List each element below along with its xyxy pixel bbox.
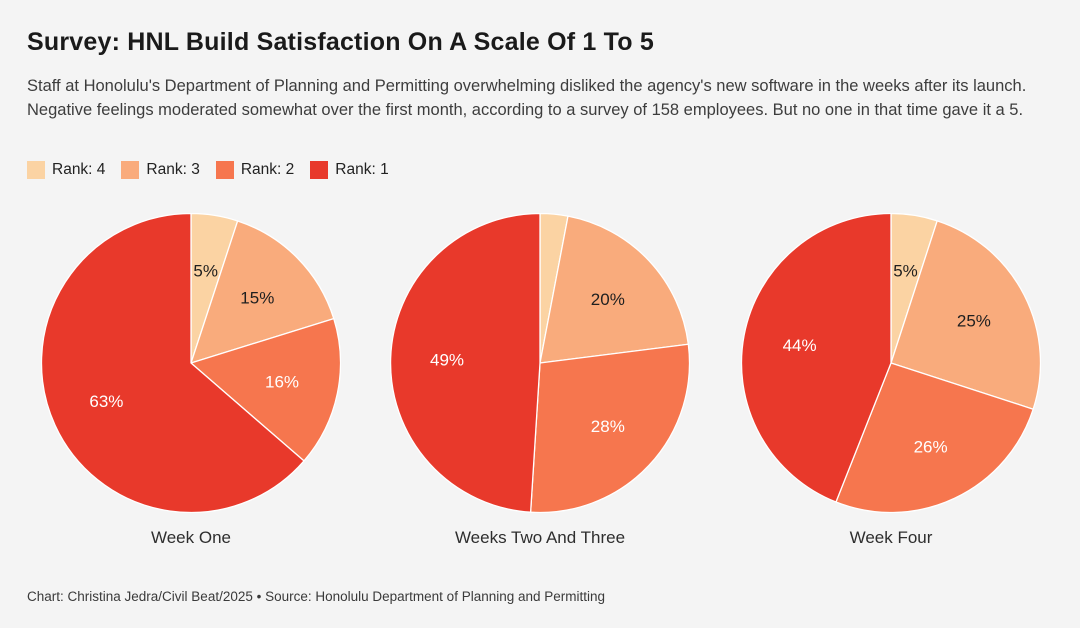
credit-line: Chart: Christina Jedra/Civil Beat/2025 •… [27,589,606,604]
pie-caption: Week Four [849,528,933,547]
pie-slice-label: 28% [591,417,625,436]
pie-caption: Weeks Two And Three [454,528,626,547]
pie-slice-label: 49% [430,351,464,370]
pie-slice-rank-3 [890,220,1041,410]
pie-svg: 5% 15% 16% 63% [41,213,341,513]
pie-slice-label: 44% [783,336,817,355]
pie-slice-label: 5% [893,262,918,281]
pie-chart-week-four: 5% 25% 26% 44% Week Four [741,213,1041,563]
legend-label: Rank: 1 [335,161,389,178]
pie-slice-rank-2 [190,317,341,462]
legend-item: Rank: 3 [121,161,200,179]
pie-slice-rank-1 [41,213,305,513]
pie-chart-weeks-two-and-three: 20% 28% 49% Weeks Two And Three [390,213,690,563]
pie-slice-label: 25% [957,311,991,330]
page-title: Survey: HNL Build Satisfaction On A Scal… [27,28,654,56]
pie-slice-rank-3 [539,215,689,364]
legend: Rank: 4 Rank: 3 Rank: 2 Rank: 1 [27,161,389,179]
pie-chart-week-one: 5% 15% 16% 63% Week One [41,213,341,563]
pie-slice-rank-1 [741,213,892,503]
pie-svg: 20% 28% 49% [390,213,690,513]
legend-swatch-icon [27,161,45,179]
legend-item: Rank: 2 [215,161,295,179]
pie-slice-label: 5% [193,262,218,281]
pie-slice-label: 15% [240,288,274,307]
legend-label: Rank: 3 [146,161,200,178]
legend-item: Rank: 4 [27,161,105,179]
pie-slice-rank-3 [190,220,335,364]
pie-slice-label: 20% [591,290,625,309]
pie-slice-label: 16% [265,373,299,392]
legend-swatch-icon [121,161,140,179]
pie-slice-label: 63% [89,392,123,411]
legend-label: Rank: 4 [52,161,106,178]
legend-label: Rank: 2 [240,161,295,178]
legend-swatch-icon [310,161,329,179]
pie-caption: Week One [150,528,231,547]
pie-slice-rank-2 [835,362,1034,513]
pie-slice-rank-2 [529,343,690,513]
pie-svg: 5% 25% 26% 44% [741,213,1041,513]
legend-swatch-icon [215,161,234,179]
pie-charts-row: 5% 15% 16% 63% Week One 20% 28% 49% Weeks Two An… [0,213,1080,563]
pie-slice-rank-1 [390,213,541,513]
legend-item: Rank: 1 [310,161,389,179]
pie-slice-label: 26% [914,438,948,457]
chart-description: Staff at Honolulu's Department of Planni… [27,77,1027,119]
